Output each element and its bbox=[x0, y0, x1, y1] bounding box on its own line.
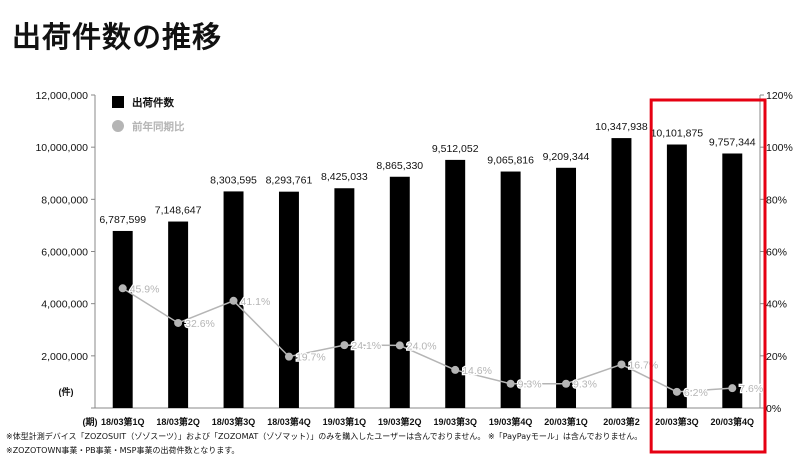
footnote-2: ※ZOZOTOWN事業・PB事業・MSP事業の出荷件数となります。 bbox=[6, 446, 240, 455]
category-label: 20/03第3Q bbox=[655, 416, 699, 427]
bar-value-label: 8,293,761 bbox=[266, 175, 313, 187]
bar bbox=[278, 191, 299, 408]
left-tick-label: 12,000,000 bbox=[35, 90, 88, 102]
yoy-point bbox=[617, 360, 626, 369]
bar bbox=[500, 171, 521, 408]
category-label: 18/03第2Q bbox=[156, 416, 200, 427]
bar bbox=[445, 159, 466, 408]
category-label: 19/03第4Q bbox=[489, 416, 533, 427]
bar bbox=[722, 153, 743, 408]
right-tick-label: 20% bbox=[766, 351, 787, 363]
bar-value-label: 9,209,344 bbox=[543, 151, 590, 163]
legend-swatch-line bbox=[112, 120, 124, 132]
bar-value-label: 9,512,052 bbox=[432, 143, 479, 155]
bar-value-label: 8,425,033 bbox=[321, 171, 368, 183]
bar-value-label: 10,101,875 bbox=[651, 128, 704, 140]
bar bbox=[334, 188, 355, 408]
highlight-rect bbox=[649, 98, 767, 454]
bar bbox=[611, 138, 632, 408]
yoy-point bbox=[340, 341, 349, 350]
right-tick-label: 0% bbox=[766, 403, 781, 415]
legend-swatch-bars bbox=[112, 96, 124, 108]
chart-labels: 2,000,000 4,000,000 6,000,000 8,000,000 10,0… bbox=[35, 90, 792, 427]
yoy-point bbox=[506, 379, 515, 388]
bar-series bbox=[112, 138, 743, 408]
yoy-point-label: 32.6% bbox=[185, 318, 215, 330]
yoy-point bbox=[174, 318, 183, 327]
bar-value-label: 9,065,816 bbox=[487, 155, 534, 167]
category-label: 18/03第1Q bbox=[101, 416, 145, 427]
bar bbox=[389, 176, 410, 408]
category-label: 20/03第1Q bbox=[544, 416, 588, 427]
yoy-point-label: 16.7% bbox=[628, 359, 658, 371]
yoy-point bbox=[728, 384, 737, 393]
right-tick-label: 120% bbox=[766, 90, 793, 102]
bar-value-label: 7,148,647 bbox=[155, 205, 202, 217]
bar bbox=[666, 144, 687, 408]
yoy-point bbox=[562, 379, 571, 388]
yoy-point-label: 41.1% bbox=[241, 296, 271, 308]
yoy-point-label: 24.0% bbox=[407, 340, 437, 352]
yoy-point-label: 24.1% bbox=[351, 340, 381, 352]
bar-value-label: 9,757,344 bbox=[709, 136, 756, 148]
bar bbox=[168, 221, 189, 408]
category-label: 18/03第4Q bbox=[267, 416, 311, 427]
left-tick-label: 10,000,000 bbox=[35, 142, 88, 154]
right-tick-label: 40% bbox=[766, 299, 787, 311]
yoy-point-label: 6.2% bbox=[684, 387, 708, 399]
page-title: 出荷件数の推移 bbox=[12, 20, 223, 54]
left-tick-label: 8,000,000 bbox=[41, 194, 88, 206]
yoy-point-label: 19.7% bbox=[296, 352, 326, 364]
bar bbox=[556, 167, 577, 408]
left-tick-label: 2,000,000 bbox=[41, 351, 88, 363]
yoy-point bbox=[229, 296, 238, 305]
yoy-point-label: 45.9% bbox=[130, 283, 160, 295]
bar bbox=[112, 230, 133, 408]
chart-axes bbox=[91, 94, 764, 409]
yoy-point-label: 9.3% bbox=[518, 379, 542, 391]
yoy-point-label: 14.6% bbox=[462, 365, 492, 377]
yoy-point bbox=[451, 365, 460, 374]
yoy-point bbox=[118, 284, 127, 293]
bar-value-label: 10,347,938 bbox=[595, 121, 648, 133]
yoy-line-series bbox=[118, 284, 737, 396]
category-label: 20/03第2 bbox=[603, 416, 640, 427]
category-label: 20/03第4Q bbox=[711, 416, 755, 427]
category-label: 19/03第1Q bbox=[323, 416, 367, 427]
right-tick-label: 60% bbox=[766, 247, 787, 259]
yoy-point bbox=[672, 387, 681, 396]
bar-value-label: 8,303,595 bbox=[210, 174, 257, 186]
yoy-point bbox=[284, 352, 293, 361]
right-tick-label: 100% bbox=[766, 142, 793, 154]
category-label: 19/03第3Q bbox=[433, 416, 477, 427]
category-label: 19/03第2Q bbox=[378, 416, 422, 427]
left-tick-label: 6,000,000 bbox=[41, 247, 88, 259]
yoy-point bbox=[395, 341, 404, 350]
left-tick-label: 4,000,000 bbox=[41, 299, 88, 311]
bar-value-label: 6,787,599 bbox=[99, 214, 146, 226]
right-tick-label: 80% bbox=[766, 194, 787, 206]
category-label: 18/03第3Q bbox=[212, 416, 256, 427]
bar-value-label: 8,865,330 bbox=[376, 160, 423, 172]
yoy-point-label: 7.6% bbox=[739, 383, 763, 395]
highlight-box bbox=[649, 98, 767, 454]
x-unit-label: (期) bbox=[83, 416, 98, 427]
footnote-1: ※体型計測デバイス「ZOZOSUIT（ゾゾスーツ）」および「ZOZOMAT（ゾゾ… bbox=[6, 432, 643, 441]
yoy-line bbox=[122, 287, 733, 393]
legend-label-line: 前年同期比 bbox=[132, 120, 185, 133]
left-unit-label: (件) bbox=[59, 386, 74, 397]
yoy-point-label: 9.3% bbox=[573, 379, 597, 391]
legend-label-bars: 出荷件数 bbox=[132, 96, 174, 109]
